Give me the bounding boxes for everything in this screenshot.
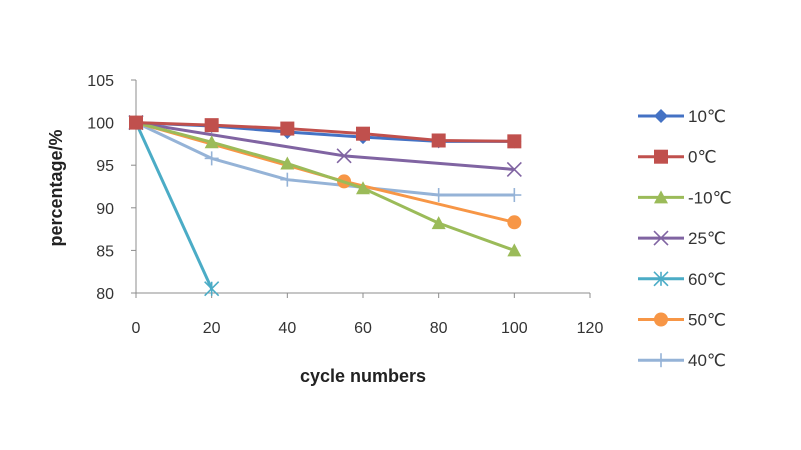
legend-item: 50℃ bbox=[638, 311, 726, 330]
legend-label: 10℃ bbox=[688, 107, 726, 126]
data-point-marker bbox=[507, 188, 522, 203]
y-tick-label: 95 bbox=[96, 158, 114, 175]
legend-label: 40℃ bbox=[688, 351, 726, 370]
legend-marker bbox=[654, 353, 668, 368]
data-point-marker bbox=[280, 156, 295, 170]
data-point-marker bbox=[204, 151, 219, 166]
legend-item: 25℃ bbox=[638, 229, 726, 248]
x-tick-label: 80 bbox=[430, 320, 448, 337]
legend-marker bbox=[654, 190, 668, 204]
x-tick-label: 40 bbox=[278, 320, 296, 337]
legend-item: 40℃ bbox=[638, 351, 726, 370]
x-tick-label: 0 bbox=[132, 320, 141, 337]
data-point-marker bbox=[204, 118, 219, 133]
series-1 bbox=[129, 115, 522, 149]
legend-label: 25℃ bbox=[688, 229, 726, 248]
legend-item: 60℃ bbox=[638, 270, 726, 289]
data-point-marker bbox=[431, 188, 446, 203]
legend-marker bbox=[654, 149, 668, 164]
data-point-marker bbox=[506, 161, 522, 178]
y-tick-label: 80 bbox=[96, 286, 114, 303]
legend: 10℃ 0℃ -10℃ 25℃ 60℃ 50℃ 40℃ bbox=[638, 107, 732, 370]
data-point-marker bbox=[507, 215, 522, 230]
x-tick-label: 100 bbox=[501, 320, 528, 337]
y-tick-label: 105 bbox=[87, 73, 114, 90]
x-tick-label: 20 bbox=[203, 320, 221, 337]
series-layer bbox=[128, 115, 522, 297]
series-5 bbox=[129, 115, 522, 230]
data-point-marker bbox=[129, 115, 143, 130]
x-tick-label: 120 bbox=[577, 320, 604, 337]
legend-marker bbox=[653, 271, 669, 287]
data-point-marker bbox=[280, 121, 295, 136]
y-axis: 80 85 90 95 100 105 bbox=[87, 73, 137, 303]
series-line bbox=[135, 121, 515, 252]
y-tick-label: 100 bbox=[87, 116, 114, 133]
data-point-marker bbox=[204, 281, 220, 297]
data-point-marker bbox=[431, 216, 446, 230]
x-tick-label: 60 bbox=[354, 320, 372, 337]
x-axis-title: cycle numbers bbox=[300, 366, 426, 386]
legend-label: 50℃ bbox=[688, 311, 726, 330]
data-point-marker bbox=[356, 181, 370, 195]
data-point-marker bbox=[280, 172, 295, 187]
legend-label: 0℃ bbox=[688, 148, 717, 167]
legend-marker bbox=[654, 312, 668, 327]
data-point-marker bbox=[431, 133, 446, 148]
series-6 bbox=[129, 115, 522, 203]
data-point-marker bbox=[356, 126, 370, 141]
legend-label: 60℃ bbox=[688, 270, 726, 289]
y-tick-label: 90 bbox=[96, 201, 114, 218]
legend-label: -10℃ bbox=[688, 188, 732, 207]
series-line bbox=[135, 121, 515, 143]
data-point-marker bbox=[336, 148, 352, 164]
y-tick-label: 85 bbox=[96, 243, 114, 260]
legend-item: 10℃ bbox=[638, 107, 726, 126]
y-axis-title: percentage/% bbox=[46, 129, 66, 246]
legend-marker bbox=[654, 109, 668, 123]
x-axis: 0 20 40 60 80 100 120 bbox=[132, 292, 604, 337]
data-point-marker bbox=[507, 134, 522, 149]
data-point-marker bbox=[204, 135, 219, 149]
data-point-marker bbox=[507, 243, 522, 257]
legend-item: -10℃ bbox=[638, 188, 732, 207]
series-line bbox=[134, 121, 214, 290]
legend-marker bbox=[653, 230, 669, 246]
legend-item: 0℃ bbox=[638, 148, 717, 167]
